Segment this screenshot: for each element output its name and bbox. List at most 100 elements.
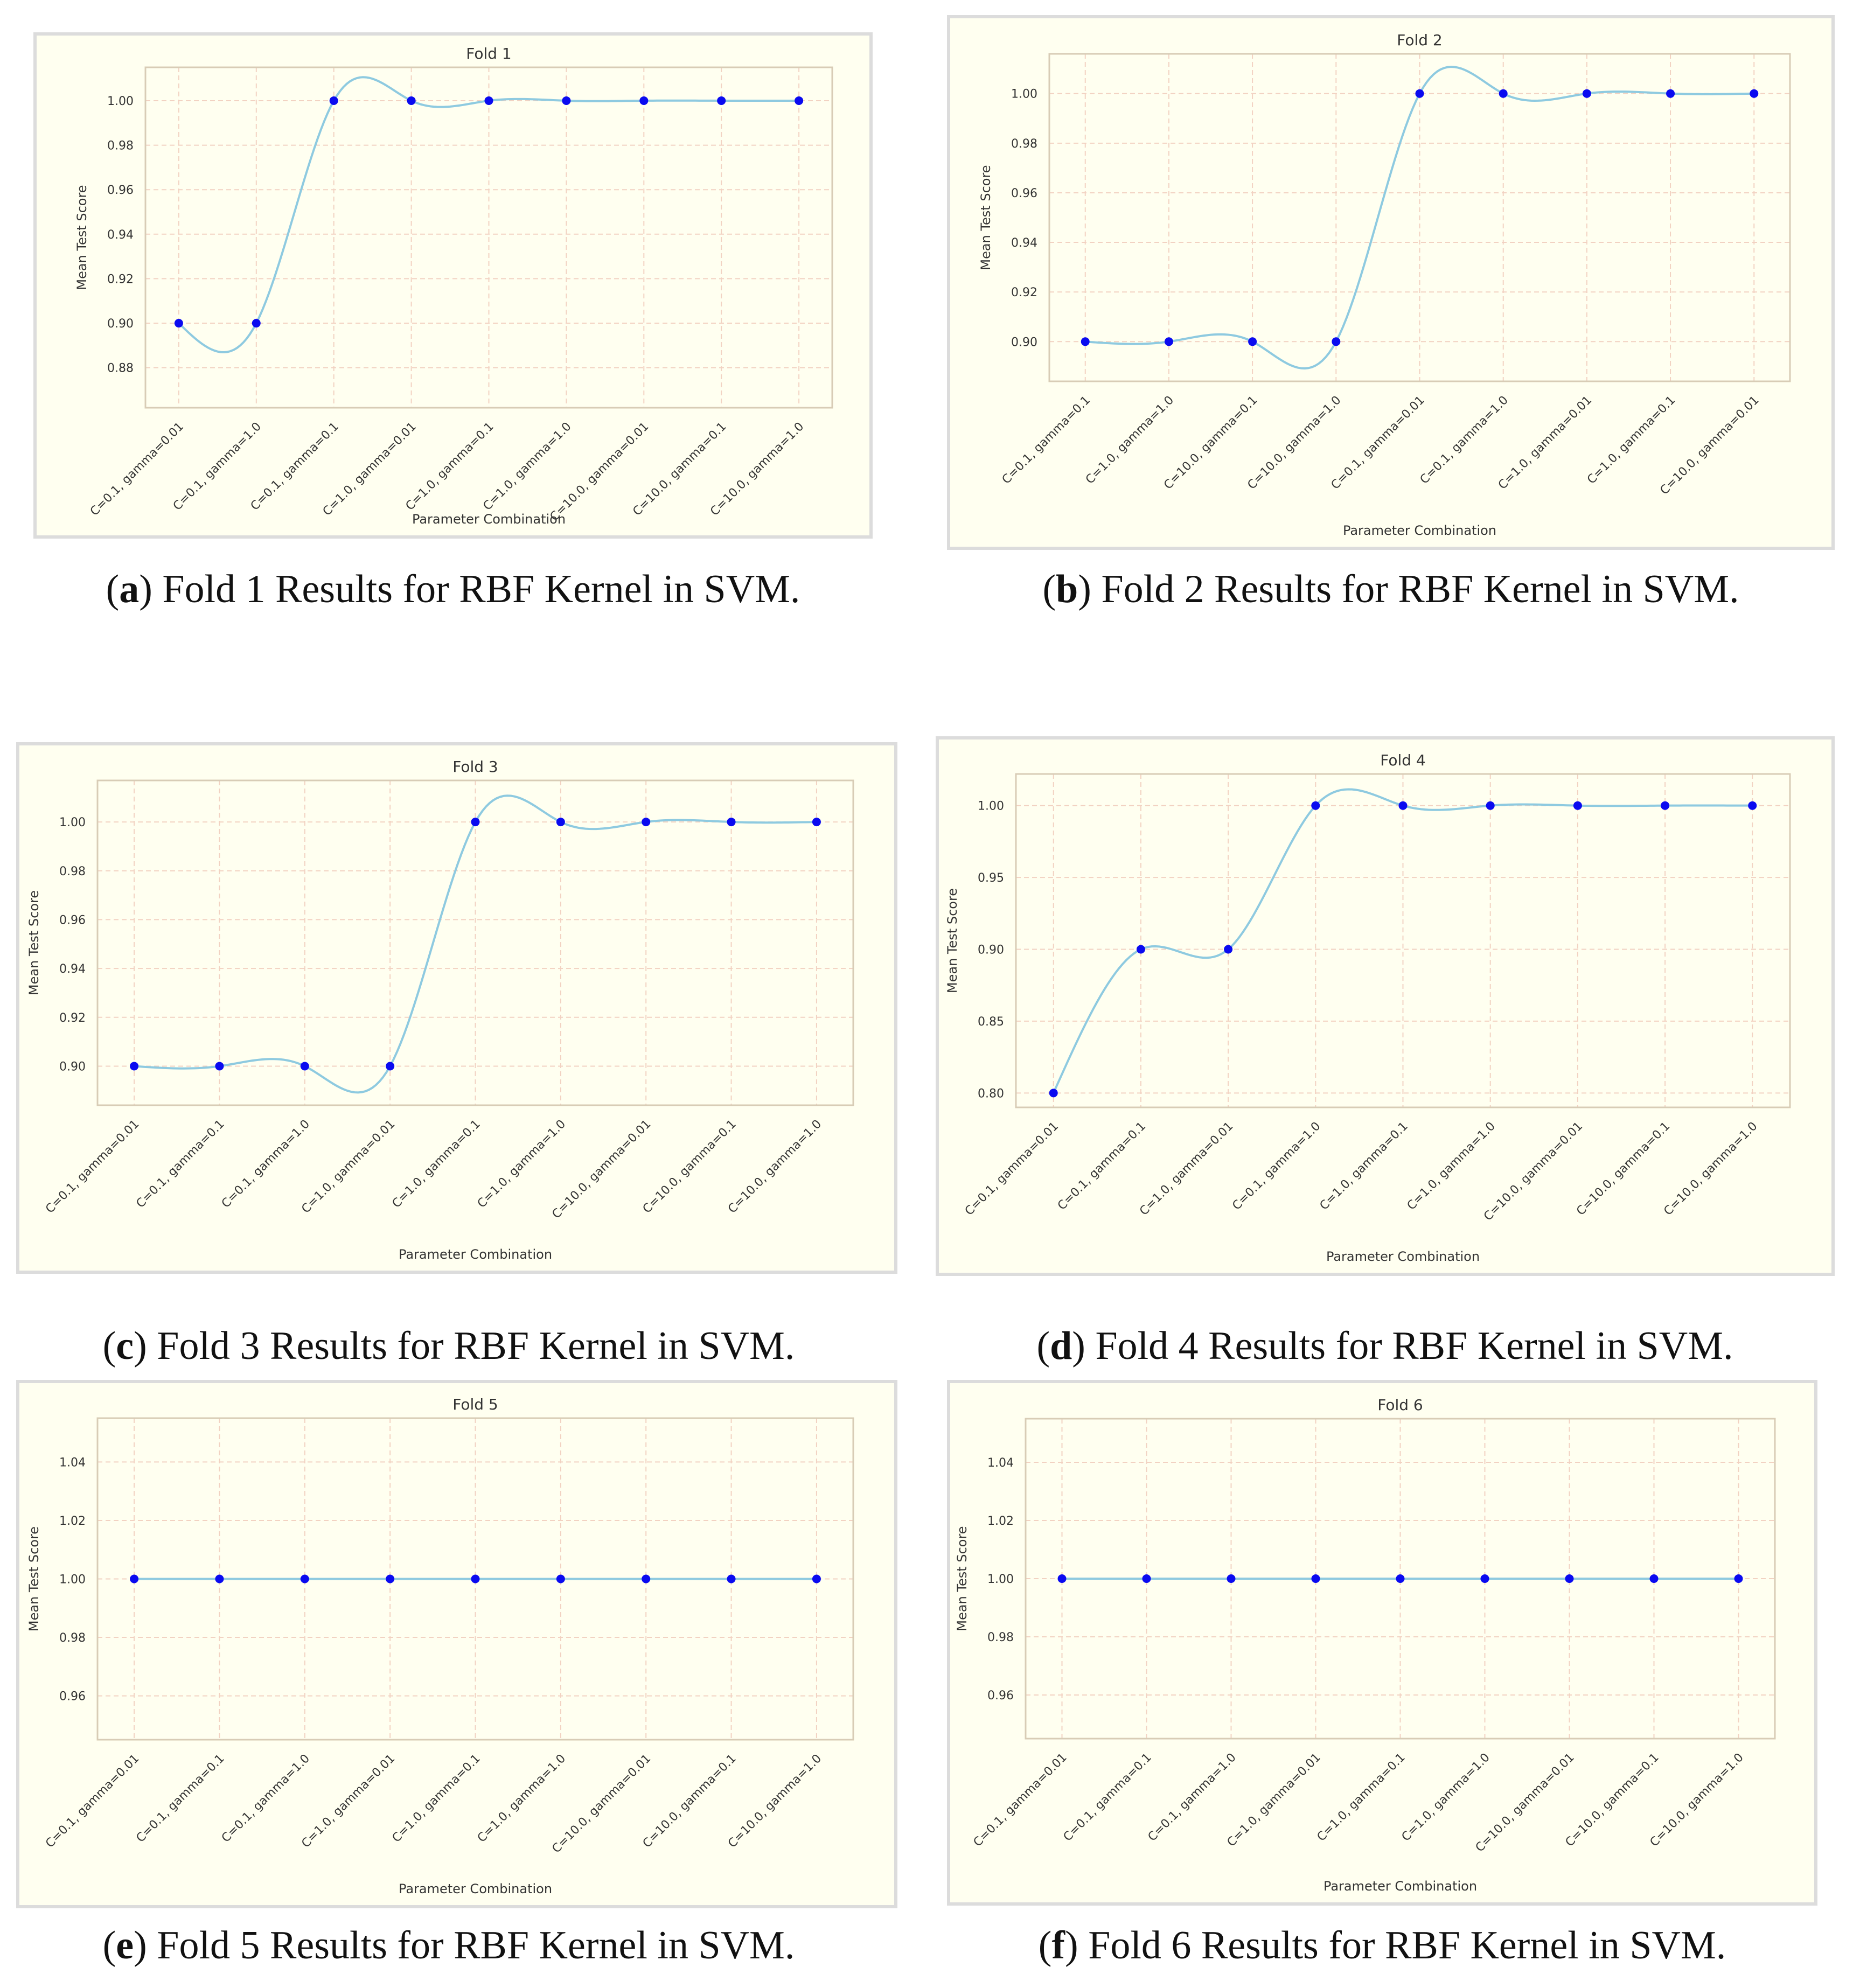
subfigure-caption-c: (c) Fold 3 Results for RBF Kernel in SVM…	[102, 1324, 795, 1368]
data-point	[727, 1574, 736, 1584]
caption-letter: a	[119, 567, 140, 611]
x-axis-label: Parameter Combination	[399, 1881, 552, 1896]
data-point	[1748, 801, 1757, 810]
data-point	[386, 1062, 395, 1071]
y-tick-label: 0.98	[59, 865, 86, 878]
chart-title: Fold 2	[1397, 31, 1443, 49]
caption-letter: d	[1050, 1324, 1072, 1368]
chart-panel-a: Fold 1 0.88 0.90 0.92 0.94 0.96 0.98 1.00 Mean T…	[33, 32, 873, 539]
data-point	[727, 818, 736, 827]
plot-frame	[144, 66, 833, 409]
y-tick-label: 1.00	[59, 1573, 86, 1587]
data-point	[1750, 89, 1759, 98]
subfigure-caption-e: (e) Fold 5 Results for RBF Kernel in SVM…	[102, 1923, 795, 1968]
y-tick-label: 1.00	[1011, 88, 1037, 101]
panel-background	[947, 15, 1835, 550]
data-point	[300, 1062, 309, 1071]
data-point	[252, 319, 261, 328]
plot-frame	[1015, 773, 1791, 1108]
data-point	[1142, 1574, 1151, 1583]
y-tick-label: 1.00	[987, 1573, 1014, 1586]
data-point	[642, 818, 651, 827]
data-point	[1224, 945, 1233, 954]
subfigure-caption-b: (b) Fold 2 Results for RBF Kernel in SVM…	[1042, 567, 1739, 611]
data-point	[642, 1574, 651, 1584]
data-point	[717, 96, 726, 105]
y-tick-label: 0.95	[978, 871, 1004, 885]
data-point	[1227, 1574, 1236, 1583]
caption-text: ) Fold 2 Results for RBF Kernel in SVM.	[1078, 567, 1739, 611]
y-tick-label: 0.88	[107, 362, 134, 375]
caption-letter: e	[116, 1923, 134, 1968]
caption-letter: f	[1051, 1923, 1065, 1968]
chart-title: Fold 6	[1377, 1396, 1423, 1414]
chart-panel-e: Fold 5 0.96 0.98 1.00 1.02 1.04 Mean Test Scor…	[16, 1380, 897, 1908]
chart-panel-c: Fold 3 0.90 0.92 0.94 0.96 0.98 1.00 Mean Test …	[16, 742, 897, 1274]
panel-background	[947, 1380, 1817, 1906]
data-point	[215, 1574, 224, 1584]
subfigure-caption-d: (d) Fold 4 Results for RBF Kernel in SVM…	[1036, 1324, 1733, 1368]
y-tick-label: 1.00	[107, 95, 134, 108]
data-point	[1049, 1089, 1058, 1098]
plot-frame	[1025, 1418, 1776, 1740]
x-axis-label: Parameter Combination	[399, 1247, 552, 1262]
grid	[1016, 774, 1790, 1107]
chart-svg: Fold 1 0.88 0.90 0.92 0.94 0.96 0.98 1.00 Mean T…	[33, 32, 873, 539]
data-point	[556, 1574, 565, 1584]
y-tick-label: 0.92	[107, 273, 134, 286]
data-point	[1661, 801, 1670, 810]
data-point	[471, 818, 480, 827]
data-point	[562, 96, 571, 105]
plot-frame	[1048, 53, 1791, 382]
y-tick-label: 0.92	[1011, 286, 1037, 299]
y-tick-label: 1.02	[59, 1515, 86, 1528]
y-axis-label: Mean Test Score	[74, 185, 89, 290]
y-tick-label: 0.96	[107, 184, 134, 197]
caption-letter: c	[116, 1324, 134, 1368]
y-tick-label: 0.98	[59, 1631, 86, 1645]
data-point	[1734, 1574, 1743, 1583]
data-point	[1499, 89, 1508, 98]
y-tick-label: 0.96	[1011, 187, 1037, 200]
data-point	[1666, 89, 1675, 98]
y-tick-label: 0.85	[978, 1015, 1004, 1029]
grid	[97, 1418, 853, 1740]
y-axis-label: Mean Test Score	[945, 888, 960, 993]
y-axis-label: Mean Test Score	[26, 890, 41, 995]
y-axis-label: Mean Test Score	[955, 1526, 970, 1631]
data-point	[1649, 1574, 1659, 1583]
y-tick-label: 0.90	[1011, 336, 1037, 349]
data-point	[812, 1574, 821, 1584]
chart-panel-b: Fold 2 0.90 0.92 0.94 0.96 0.98 1.00 Mean Test …	[947, 15, 1835, 550]
data-point	[1332, 337, 1341, 346]
y-tick-label: 0.94	[1011, 236, 1037, 250]
data-point	[1164, 337, 1173, 346]
subfigure-caption-a: (a) Fold 1 Results for RBF Kernel in SVM…	[106, 567, 800, 611]
chart-svg: Fold 2 0.90 0.92 0.94 0.96 0.98 1.00 Mean Test …	[947, 15, 1835, 550]
chart-title: Fold 1	[466, 45, 512, 62]
y-tick-label: 1.04	[59, 1456, 86, 1469]
data-point	[1396, 1574, 1405, 1583]
y-tick-label: 0.94	[107, 228, 134, 242]
x-axis-label: Parameter Combination	[1326, 1249, 1480, 1264]
panel-background	[33, 32, 873, 539]
y-tick-label: 0.94	[59, 962, 86, 976]
chart-panel-d: Fold 4 0.80 0.85 0.90 0.95 1.00 Mean Test Scor…	[936, 736, 1835, 1276]
y-tick-label: 0.92	[59, 1012, 86, 1025]
data-point	[1136, 945, 1145, 954]
chart-title: Fold 4	[1380, 751, 1426, 769]
y-tick-label: 0.98	[987, 1631, 1014, 1644]
data-point	[386, 1574, 395, 1584]
data-point	[639, 96, 649, 105]
data-point	[130, 1062, 139, 1071]
data-point	[484, 96, 493, 105]
y-tick-label: 0.96	[987, 1689, 1014, 1703]
y-tick-label: 0.96	[59, 1690, 86, 1704]
x-axis-label: Parameter Combination	[1343, 523, 1496, 538]
data-point	[1311, 801, 1320, 810]
data-point	[795, 96, 804, 105]
y-axis-label: Mean Test Score	[978, 165, 993, 270]
data-point	[130, 1574, 139, 1584]
y-tick-label: 0.90	[107, 317, 134, 331]
x-axis-label: Parameter Combination	[1323, 1879, 1477, 1894]
